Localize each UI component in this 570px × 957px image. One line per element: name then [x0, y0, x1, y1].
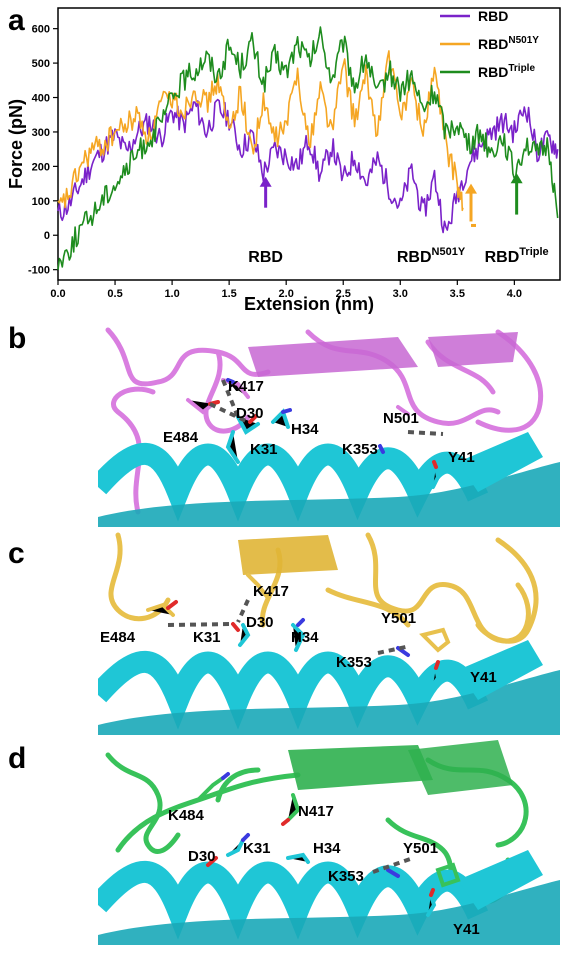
residue-label: Y41: [470, 669, 497, 686]
y-tick-label: 500: [32, 58, 50, 70]
residue-label: D30: [236, 405, 264, 422]
force-extension-chart: 0.0 0.5 1.0 1.5 2.0 2.5 3.0 3.5 4.0 -100 0 100 200 30…: [0, 0, 570, 320]
residue-label: K353: [328, 868, 364, 885]
residue-label: K353: [342, 441, 378, 458]
x-tick-label: 3.0: [393, 288, 408, 300]
annotation-label: RBD: [248, 249, 283, 266]
y-axis-label: Force (pN): [6, 99, 26, 189]
x-tick-label: 1.5: [221, 288, 236, 300]
x-tick-label: 1.0: [164, 288, 179, 300]
hbonds-c: [167, 599, 411, 655]
legend-entry: RBDN501Y: [478, 35, 539, 52]
structure-c-svg: K417 D30 E484 K31 H34 Y501 K353 Y41: [98, 532, 560, 735]
residue-label: N501: [383, 410, 419, 427]
rbd-wt-sheet: [248, 337, 418, 377]
rbd-triple-sheet: [288, 745, 433, 790]
structure-panel-b: K417 D30 E484 K31 H34 N501 K353 Y41: [98, 322, 560, 527]
y-tick-label: -100: [28, 265, 50, 277]
panel-letter-d: d: [8, 742, 27, 775]
series-line-2: [57, 26, 559, 270]
residue-label: E484: [163, 429, 199, 446]
annotation-arrowhead: [259, 176, 272, 187]
residue-label: K417: [253, 583, 289, 600]
structure-panel-c: K417 D30 E484 K31 H34 Y501 K353 Y41: [98, 530, 560, 735]
x-tick-label: 0.5: [107, 288, 122, 300]
annotation-arrowhead: [510, 173, 523, 184]
rbd-triple-sheet-2: [408, 740, 513, 795]
ace2-helix: [98, 432, 560, 527]
residue-label: H34: [291, 421, 319, 438]
residue-label: Y41: [448, 449, 475, 466]
residue-label: E484: [100, 629, 136, 646]
panel-letter-b: b: [8, 322, 27, 355]
chart-svg: 0.0 0.5 1.0 1.5 2.0 2.5 3.0 3.5 4.0 -100 0 100 200 30…: [6, 7, 561, 314]
y-tick-label: 300: [32, 127, 50, 139]
hbonds-b: [209, 379, 444, 436]
legend-entry: RBDTriple: [478, 63, 535, 80]
residue-label: D30: [246, 614, 274, 631]
structure-panel-d: K484 N417 D30 K31 H34 Y501 K353 Y41: [98, 740, 560, 945]
hbonds-d: [372, 856, 414, 874]
annotation-label: RBDTriple: [485, 246, 549, 266]
side-chains-c: [146, 573, 451, 687]
x-axis-label: Extension (nm): [244, 294, 374, 314]
series-line-1: [57, 50, 464, 212]
legend-entry: RBD: [478, 8, 508, 24]
residue-label: Y41: [453, 921, 480, 938]
rbd-wt-sheet-2: [428, 332, 518, 367]
residue-label: K31: [193, 629, 221, 646]
panel-letter-a: a: [8, 4, 25, 37]
y-tick-label: 0: [44, 230, 50, 242]
annotation-label: RBDN501Y: [397, 246, 466, 266]
panel-letter-c: c: [8, 537, 25, 570]
ace2-helix: [98, 850, 560, 945]
side-chains-b: [186, 378, 441, 489]
series-line-0: [57, 98, 559, 234]
residue-label: H34: [313, 840, 341, 857]
x-tick-label: 2.0: [279, 288, 294, 300]
residue-label: N417: [298, 803, 334, 820]
y-tick-label: 200: [32, 161, 50, 173]
plot-frame: [57, 7, 561, 281]
x-tick-label: 0.0: [50, 288, 65, 300]
residue-label: K484: [168, 807, 205, 824]
residue-label: K31: [243, 840, 271, 857]
rbd-n501y-sheet: [238, 535, 338, 575]
annotation-arrowhead: [465, 183, 478, 194]
structure-d-svg: K484 N417 D30 K31 H34 Y501 K353 Y41: [98, 740, 560, 945]
structure-b-svg: K417 D30 E484 K31 H34 N501 K353 Y41: [98, 327, 560, 527]
side-chains-d: [196, 772, 461, 917]
residue-label: K417: [228, 378, 264, 395]
y-tick-label: 100: [32, 196, 50, 208]
residue-label: K31: [250, 441, 278, 458]
residue-label: H34: [291, 629, 319, 646]
x-tick-label: 2.5: [336, 288, 351, 300]
residue-label: Y501: [381, 610, 416, 627]
residue-label: Y501: [403, 840, 438, 857]
x-tick-label: 3.5: [450, 288, 465, 300]
y-tick-label: 400: [32, 93, 50, 105]
y-tick-label: 600: [32, 24, 50, 36]
ace2-helix: [98, 640, 560, 735]
residue-label: K353: [336, 654, 372, 671]
x-tick-label: 4.0: [507, 288, 522, 300]
residue-label: D30: [188, 848, 216, 865]
